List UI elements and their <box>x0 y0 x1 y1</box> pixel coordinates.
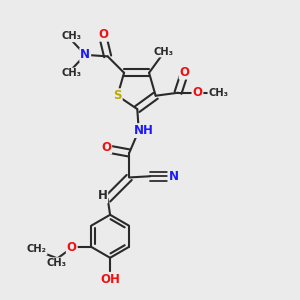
Text: CH₃: CH₃ <box>47 258 67 268</box>
Text: CH₃: CH₃ <box>62 32 82 41</box>
Text: O: O <box>101 140 111 154</box>
Text: NH: NH <box>134 124 154 137</box>
Text: N: N <box>168 170 178 183</box>
Text: CH₃: CH₃ <box>62 68 82 78</box>
Text: OH: OH <box>100 273 120 286</box>
Text: N: N <box>80 48 90 62</box>
Text: S: S <box>113 89 122 102</box>
Text: O: O <box>180 66 190 79</box>
Text: H: H <box>98 190 107 202</box>
Text: CH₃: CH₃ <box>208 88 228 98</box>
Text: O: O <box>192 86 203 99</box>
Text: O: O <box>67 241 77 254</box>
Text: O: O <box>98 28 108 41</box>
Text: CH₂: CH₂ <box>26 244 46 254</box>
Text: CH₃: CH₃ <box>153 46 173 57</box>
